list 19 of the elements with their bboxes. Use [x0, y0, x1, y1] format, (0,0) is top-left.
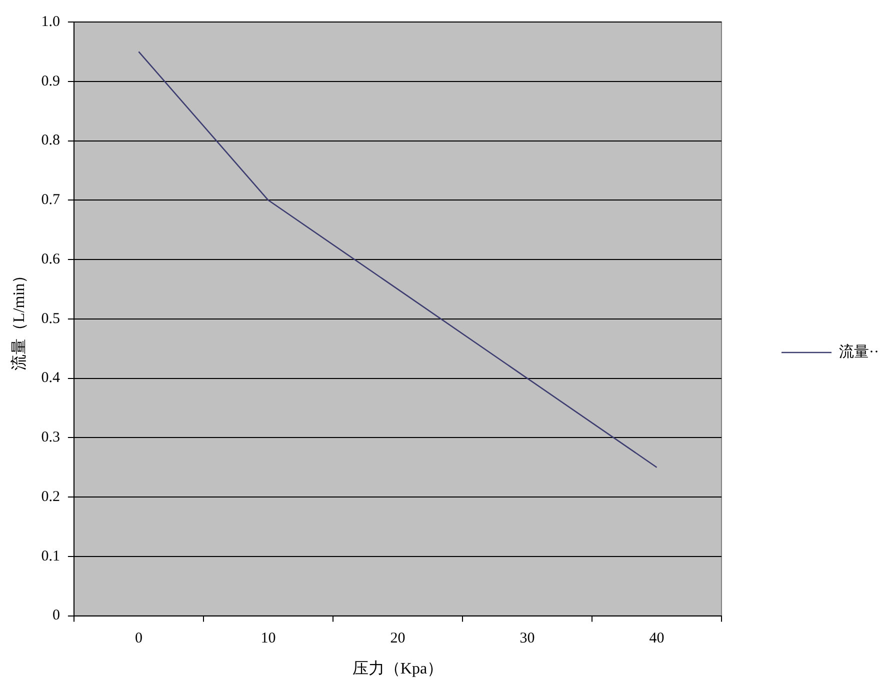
y-tick-label: 0.4 [41, 370, 60, 386]
y-tick-label: 0.2 [41, 488, 60, 505]
x-tick-label: 10 [260, 630, 276, 647]
x-tick-label: 40 [649, 630, 664, 647]
y-axis-title: 流量（L/min） [10, 267, 28, 370]
legend-label: 流量·· [839, 343, 880, 360]
y-tick-label: 0.7 [41, 192, 60, 208]
x-tick-label: 0 [134, 630, 142, 647]
y-tick-label: 0.5 [41, 310, 60, 327]
y-tick-label: 0.3 [41, 430, 60, 446]
y-tick-label: 0.8 [41, 132, 60, 149]
x-tick-label: 20 [390, 630, 406, 647]
y-tick-label: 0.1 [41, 548, 60, 564]
y-tick-label: 0.6 [41, 251, 60, 268]
y-tick-label: 0 [52, 608, 60, 624]
y-tick-label: 1.0 [41, 14, 60, 30]
y-tick-label: 0.9 [41, 73, 60, 90]
x-axis-title: 压力（Kpa） [352, 660, 444, 678]
x-tick-label: 30 [520, 630, 535, 647]
